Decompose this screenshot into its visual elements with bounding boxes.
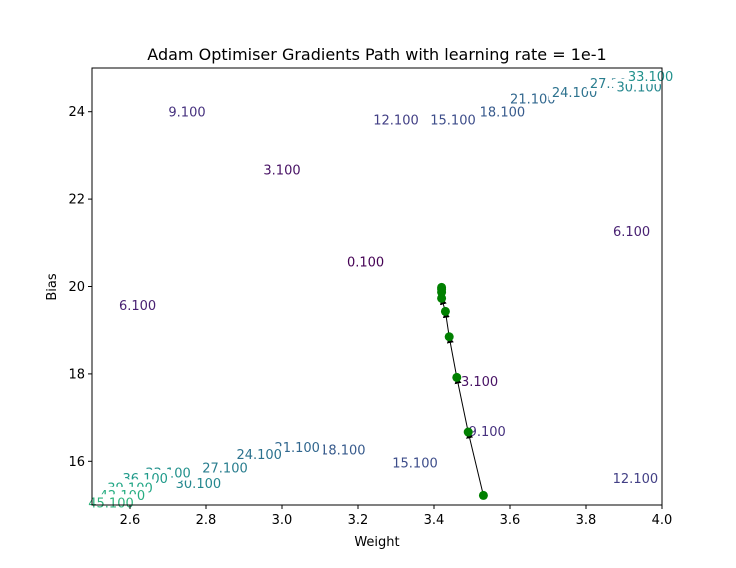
contour-label-bg-8 — [609, 469, 662, 486]
path-point-0 — [478, 490, 488, 500]
contour-label-20: 30.100 — [176, 477, 222, 492]
x-axis-label: Weight — [354, 535, 399, 550]
contour-label-18: 27.100 — [202, 462, 248, 477]
chart-title: Adam Optimiser Gradients Path with learn… — [147, 45, 606, 64]
contour-label-1: 3.100 — [263, 164, 300, 179]
contour-label-16: 24.100 — [236, 448, 282, 463]
path-point-2 — [452, 372, 462, 382]
contour-label-7: 12.100 — [373, 113, 419, 128]
contour-label-bg-4 — [115, 297, 160, 314]
contour-label-bg-12 — [316, 441, 369, 458]
contour-label-bg-9 — [427, 111, 479, 128]
contour-label-bg-21 — [624, 68, 677, 85]
contour-label-4: 6.100 — [119, 299, 156, 314]
contour-label-14: 21.100 — [274, 441, 320, 456]
contour-label-9: 15.100 — [430, 113, 476, 128]
y-tick-label-0: 16 — [68, 455, 85, 470]
contour-label-2: 3.100 — [461, 375, 498, 390]
contour-label-bg-1 — [260, 161, 304, 178]
contour-label-12: 18.100 — [320, 443, 366, 458]
contour-label-10: 15.100 — [392, 456, 438, 471]
contour-label-bg-2 — [457, 372, 502, 389]
contour-label-21: 33.100 — [628, 70, 674, 85]
x-tick-label-4: 3.4 — [424, 513, 445, 528]
contour-label-bg-13 — [506, 90, 559, 107]
contour-label-15: 24.100 — [552, 86, 598, 101]
y-tick-label-4: 24 — [68, 105, 85, 120]
path-point-3 — [444, 332, 454, 342]
contour-label-8: 12.100 — [613, 472, 659, 487]
contour-label-bg-5 — [165, 103, 209, 120]
contour-label-0: 0.100 — [347, 255, 384, 270]
contour-label-19: 30.100 — [616, 81, 662, 96]
contour-label-bg-6 — [465, 423, 510, 440]
contour-label-bg-10 — [389, 454, 441, 471]
x-tick-label-6: 3.8 — [576, 513, 597, 528]
path-arrow-2 — [446, 336, 458, 378]
y-axis-ticks: 16 18 20 22 24 — [68, 105, 92, 470]
gradient-path — [437, 282, 488, 500]
contour-label-5: 9.100 — [168, 106, 205, 121]
y-tick-label-3: 22 — [68, 193, 85, 208]
contour-label-bg-0 — [343, 253, 388, 270]
x-tick-label-5: 3.6 — [500, 513, 521, 528]
contour-label-bg-3 — [609, 222, 654, 239]
contour-label-13: 21.100 — [510, 92, 556, 107]
contour-label-bg-16 — [233, 446, 286, 463]
x-tick-label-0: 2.6 — [120, 513, 141, 528]
path-point-1 — [463, 427, 473, 437]
path-point-8 — [437, 282, 447, 292]
plot-frame — [91, 67, 663, 506]
y-tick-label-1: 18 — [68, 367, 85, 382]
contour-label-11: 18.100 — [480, 106, 526, 121]
y-tick-label-2: 20 — [68, 280, 85, 295]
contour-label-3: 6.100 — [613, 225, 650, 240]
path-arrow-0 — [466, 431, 484, 496]
contour-label-bg-18 — [199, 459, 251, 476]
contour-label-bg-11 — [476, 103, 529, 120]
x-tick-label-3: 3.2 — [348, 513, 369, 528]
y-axis-label: Bias — [45, 273, 60, 300]
contour-label-bg-7 — [370, 111, 422, 128]
contour-label-6: 9.100 — [469, 425, 506, 440]
contour-label-bg-26 — [85, 494, 137, 511]
contour-labels: 0.100 3.100 3.100 6.100 6.100 9.100 9.100 12.10… — [85, 68, 677, 511]
path-point-4 — [440, 306, 450, 316]
path-arrow-1 — [454, 376, 469, 433]
x-axis-ticks: 2.6 2.8 3.0 3.2 3.4 3.6 3.8 4.0 — [120, 505, 673, 528]
x-tick-label-1: 2.8 — [196, 513, 217, 528]
x-tick-label-2: 3.0 — [272, 513, 293, 528]
contour-label-26: 45.100 — [88, 496, 134, 511]
x-tick-label-7: 4.0 — [652, 513, 673, 528]
